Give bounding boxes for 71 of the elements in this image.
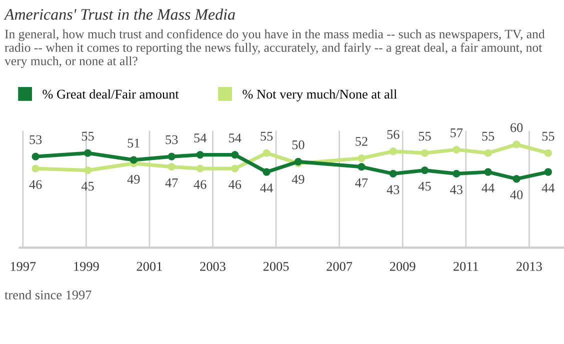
data-label: 55 (260, 132, 273, 141)
data-label: 55 (82, 132, 94, 141)
data-label: 44 (482, 184, 494, 192)
x-tick-label: 2007 (326, 262, 352, 271)
point (130, 156, 138, 164)
point (168, 152, 176, 160)
x-tick-label: 1999 (74, 262, 99, 271)
point (231, 164, 239, 172)
point (420, 166, 429, 174)
x-tick-label: 2013 (516, 262, 542, 271)
x-tick-label: 2005 (263, 262, 289, 271)
chart-subtitle: In general, how much trust and confidence do you have in the mass media -- such as newspapers, TV, and radio -- when it comes to reporting the news fully, accurately, and fairly -- a great deal, a fair amount, not very much, or none at all? (4, 29, 545, 68)
data-label: 45 (418, 182, 431, 191)
data-label: 56 (387, 130, 400, 139)
data-label: 50 (292, 140, 304, 150)
point (262, 149, 270, 157)
point (512, 140, 520, 148)
data-label: 49 (292, 174, 304, 184)
data-label: 60 (510, 123, 523, 132)
point (32, 152, 40, 160)
data-label: 54 (229, 134, 242, 142)
data-label: 55 (482, 132, 494, 141)
text: trend since 1997 (4, 290, 92, 300)
data-label: 57 (450, 128, 463, 138)
data-label: 43 (450, 185, 462, 194)
point (420, 149, 429, 157)
x-tick-label: 2009 (390, 262, 416, 271)
point (452, 146, 460, 154)
point (389, 148, 397, 156)
data-label: 52 (356, 136, 368, 146)
point (484, 168, 492, 176)
point (84, 149, 92, 157)
data-label: 47 (355, 178, 368, 188)
x-tick-label: 2001 (136, 262, 162, 271)
data-label: 45 (81, 182, 94, 191)
point (196, 164, 204, 172)
point (544, 168, 552, 176)
point (452, 170, 460, 178)
chart-title: Americans' Trust in the Mass Media (4, 8, 235, 20)
x-tick-label: 2011 (454, 262, 478, 271)
legend-label: % Not very much/None at all (242, 89, 397, 102)
x-tick-label: 1997 (10, 262, 36, 271)
point (484, 149, 492, 157)
data-label: 53 (166, 135, 178, 144)
legend-label: % Great deal/Fair amount (42, 89, 179, 99)
data-label: 43 (386, 185, 400, 194)
data-label: 40 (510, 190, 523, 200)
data-label: 46 (194, 180, 206, 189)
point (358, 163, 366, 171)
point (196, 150, 204, 159)
point (544, 149, 552, 157)
point (512, 175, 520, 183)
data-label: 55 (418, 132, 431, 141)
data-label: 44 (542, 184, 555, 192)
data-label: 46 (228, 180, 242, 189)
point (168, 163, 176, 171)
point (262, 168, 270, 176)
data-label: 51 (128, 138, 140, 148)
point (84, 166, 92, 174)
point (389, 170, 397, 178)
point (32, 164, 40, 172)
data-label: 46 (29, 180, 42, 189)
x-tick-label: 2003 (200, 262, 226, 271)
data-label: 47 (165, 178, 178, 188)
data-label: 54 (194, 134, 206, 142)
data-label: 49 (127, 174, 140, 184)
data-label: 44 (260, 184, 273, 192)
data-label: 55 (542, 132, 554, 141)
point (231, 150, 239, 159)
data-label: 53 (30, 135, 42, 144)
point (358, 154, 366, 162)
